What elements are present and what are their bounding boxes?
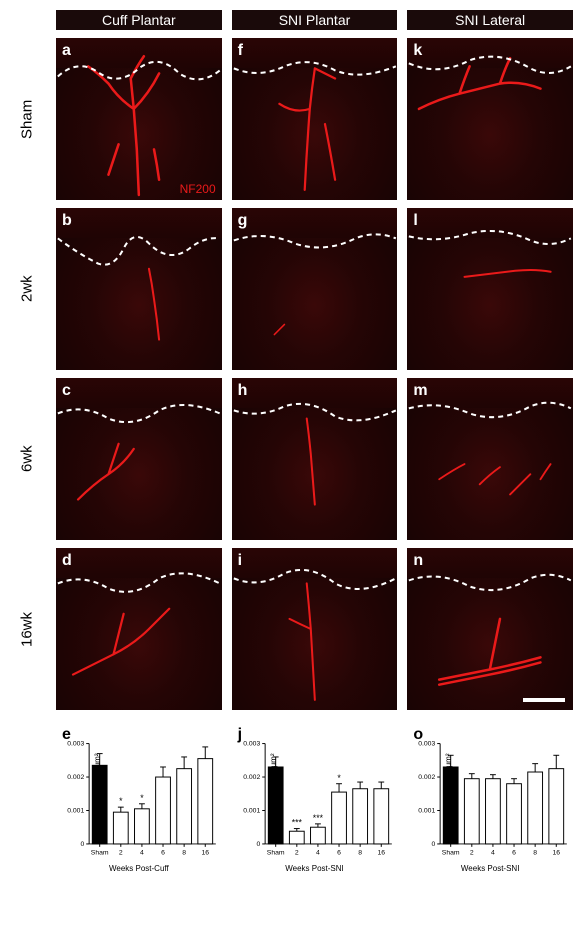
micrograph-grid: Cuff Plantar SNI Plantar SNI Lateral Sha… <box>8 10 573 710</box>
scale-bar-icon <box>523 698 565 702</box>
svg-text:16: 16 <box>553 850 561 857</box>
svg-text:0.001: 0.001 <box>67 807 84 814</box>
svg-text:6: 6 <box>337 850 341 857</box>
grid-spacer <box>8 10 46 30</box>
col-header-label: SNI Lateral <box>455 10 525 30</box>
svg-text:2: 2 <box>295 850 299 857</box>
svg-text:0.002: 0.002 <box>419 774 436 781</box>
svg-text:*: * <box>337 773 341 783</box>
row-label-2wk: 2wk <box>8 208 46 370</box>
panel-k: k <box>407 38 573 200</box>
svg-text:0.002: 0.002 <box>243 774 260 781</box>
dashed-boundary-icon <box>232 548 398 710</box>
svg-text:2: 2 <box>119 850 123 857</box>
svg-text:0: 0 <box>80 841 84 848</box>
dashed-boundary-icon <box>56 208 222 370</box>
dashed-boundary-icon <box>232 208 398 370</box>
col-header-sni-plantar: SNI Plantar <box>232 10 398 30</box>
panel-l: l <box>407 208 573 370</box>
svg-text:16: 16 <box>377 850 385 857</box>
row-label-16wk: 16wk <box>8 548 46 710</box>
panel-m: m <box>407 378 573 540</box>
panel-letter: k <box>413 42 422 60</box>
panel-b: b <box>56 208 222 370</box>
panel-letter: g <box>238 212 248 230</box>
svg-text:***: *** <box>312 813 323 823</box>
svg-text:4: 4 <box>316 850 320 857</box>
svg-text:8: 8 <box>182 850 186 857</box>
svg-text:8: 8 <box>534 850 538 857</box>
svg-text:*: * <box>119 796 123 806</box>
svg-text:4: 4 <box>140 850 144 857</box>
panel-letter: h <box>238 382 248 400</box>
chart-xlabel: Weeks Post-Cuff <box>109 864 169 873</box>
figure-container: Cuff Plantar SNI Plantar SNI Lateral Sha… <box>0 0 581 883</box>
dashed-boundary-icon <box>56 38 222 200</box>
svg-text:*: * <box>140 793 144 803</box>
row-label-6wk: 6wk <box>8 378 46 540</box>
svg-text:0: 0 <box>432 841 436 848</box>
col-header-sni-lateral: SNI Lateral <box>407 10 573 30</box>
svg-text:Sham: Sham <box>91 850 109 857</box>
dashed-boundary-icon <box>56 378 222 540</box>
col-header-label: SNI Plantar <box>279 10 351 30</box>
panel-letter: b <box>62 212 72 230</box>
panel-letter: l <box>413 212 417 230</box>
panel-d: d <box>56 548 222 710</box>
svg-text:8: 8 <box>358 850 362 857</box>
dashed-boundary-icon <box>232 378 398 540</box>
chart-xlabel: Weeks Post-SNI <box>461 864 520 873</box>
dashed-boundary-icon <box>232 38 398 200</box>
svg-text:***: *** <box>291 818 302 828</box>
charts-spacer <box>8 726 46 871</box>
panel-c: c <box>56 378 222 540</box>
panel-letter: a <box>62 42 71 60</box>
nf200-label: NF200 <box>180 182 216 196</box>
svg-text:6: 6 <box>512 850 516 857</box>
dashed-boundary-icon <box>407 548 573 710</box>
svg-text:4: 4 <box>491 850 495 857</box>
col-header-label: Cuff Plantar <box>102 10 176 30</box>
bar-chart-icon: 0 0.001 0.002 0.003 Sham *** 2 *** 4 * 6 8 16 <box>232 736 398 871</box>
svg-text:16: 16 <box>201 850 209 857</box>
panel-letter: d <box>62 552 72 570</box>
svg-text:0.002: 0.002 <box>67 774 84 781</box>
dashed-boundary-icon <box>56 548 222 710</box>
dashed-boundary-icon <box>407 208 573 370</box>
panel-letter: m <box>413 382 427 400</box>
dashed-boundary-icon <box>407 378 573 540</box>
svg-text:2: 2 <box>470 850 474 857</box>
dashed-boundary-icon <box>407 38 573 200</box>
panel-letter: n <box>413 552 423 570</box>
panel-letter: c <box>62 382 71 400</box>
panel-h: h <box>232 378 398 540</box>
panel-f: f <box>232 38 398 200</box>
chart-xlabel: Weeks Post-SNI <box>285 864 344 873</box>
svg-text:0: 0 <box>256 841 260 848</box>
col-header-cuff-plantar: Cuff Plantar <box>56 10 222 30</box>
bar-chart-icon: 00.0010.0020.003Sham246816 <box>407 736 573 871</box>
panel-a: a NF200 <box>56 38 222 200</box>
panel-letter: o <box>413 726 423 744</box>
panel-g: g <box>232 208 398 370</box>
panel-n: n <box>407 548 573 710</box>
panel-letter: j <box>238 726 242 744</box>
bar-chart-icon: 00.0010.0020.003Sham*2*46816 <box>56 736 222 871</box>
svg-text:Sham: Sham <box>442 850 460 857</box>
chart-o: o Fiber length (μm) per μm² 00.0010.0020… <box>407 726 573 871</box>
svg-text:6: 6 <box>161 850 165 857</box>
panel-i: i <box>232 548 398 710</box>
svg-text:0.001: 0.001 <box>243 807 260 814</box>
svg-text:0.003: 0.003 <box>243 741 260 748</box>
panel-letter: e <box>62 726 71 744</box>
svg-text:0.001: 0.001 <box>419 807 436 814</box>
panel-letter: i <box>238 552 242 570</box>
row-label-sham: Sham <box>8 38 46 200</box>
svg-text:Sham: Sham <box>266 850 284 857</box>
charts-row: e Fiber length (μm) per μm² 00.0010.0020… <box>8 726 573 883</box>
chart-j: j Fiber length (μm) per μm² 00.0010.0020… <box>232 726 398 871</box>
panel-letter: f <box>238 42 243 60</box>
chart-e: e Fiber length (μm) per μm² 00.0010.0020… <box>56 726 222 871</box>
